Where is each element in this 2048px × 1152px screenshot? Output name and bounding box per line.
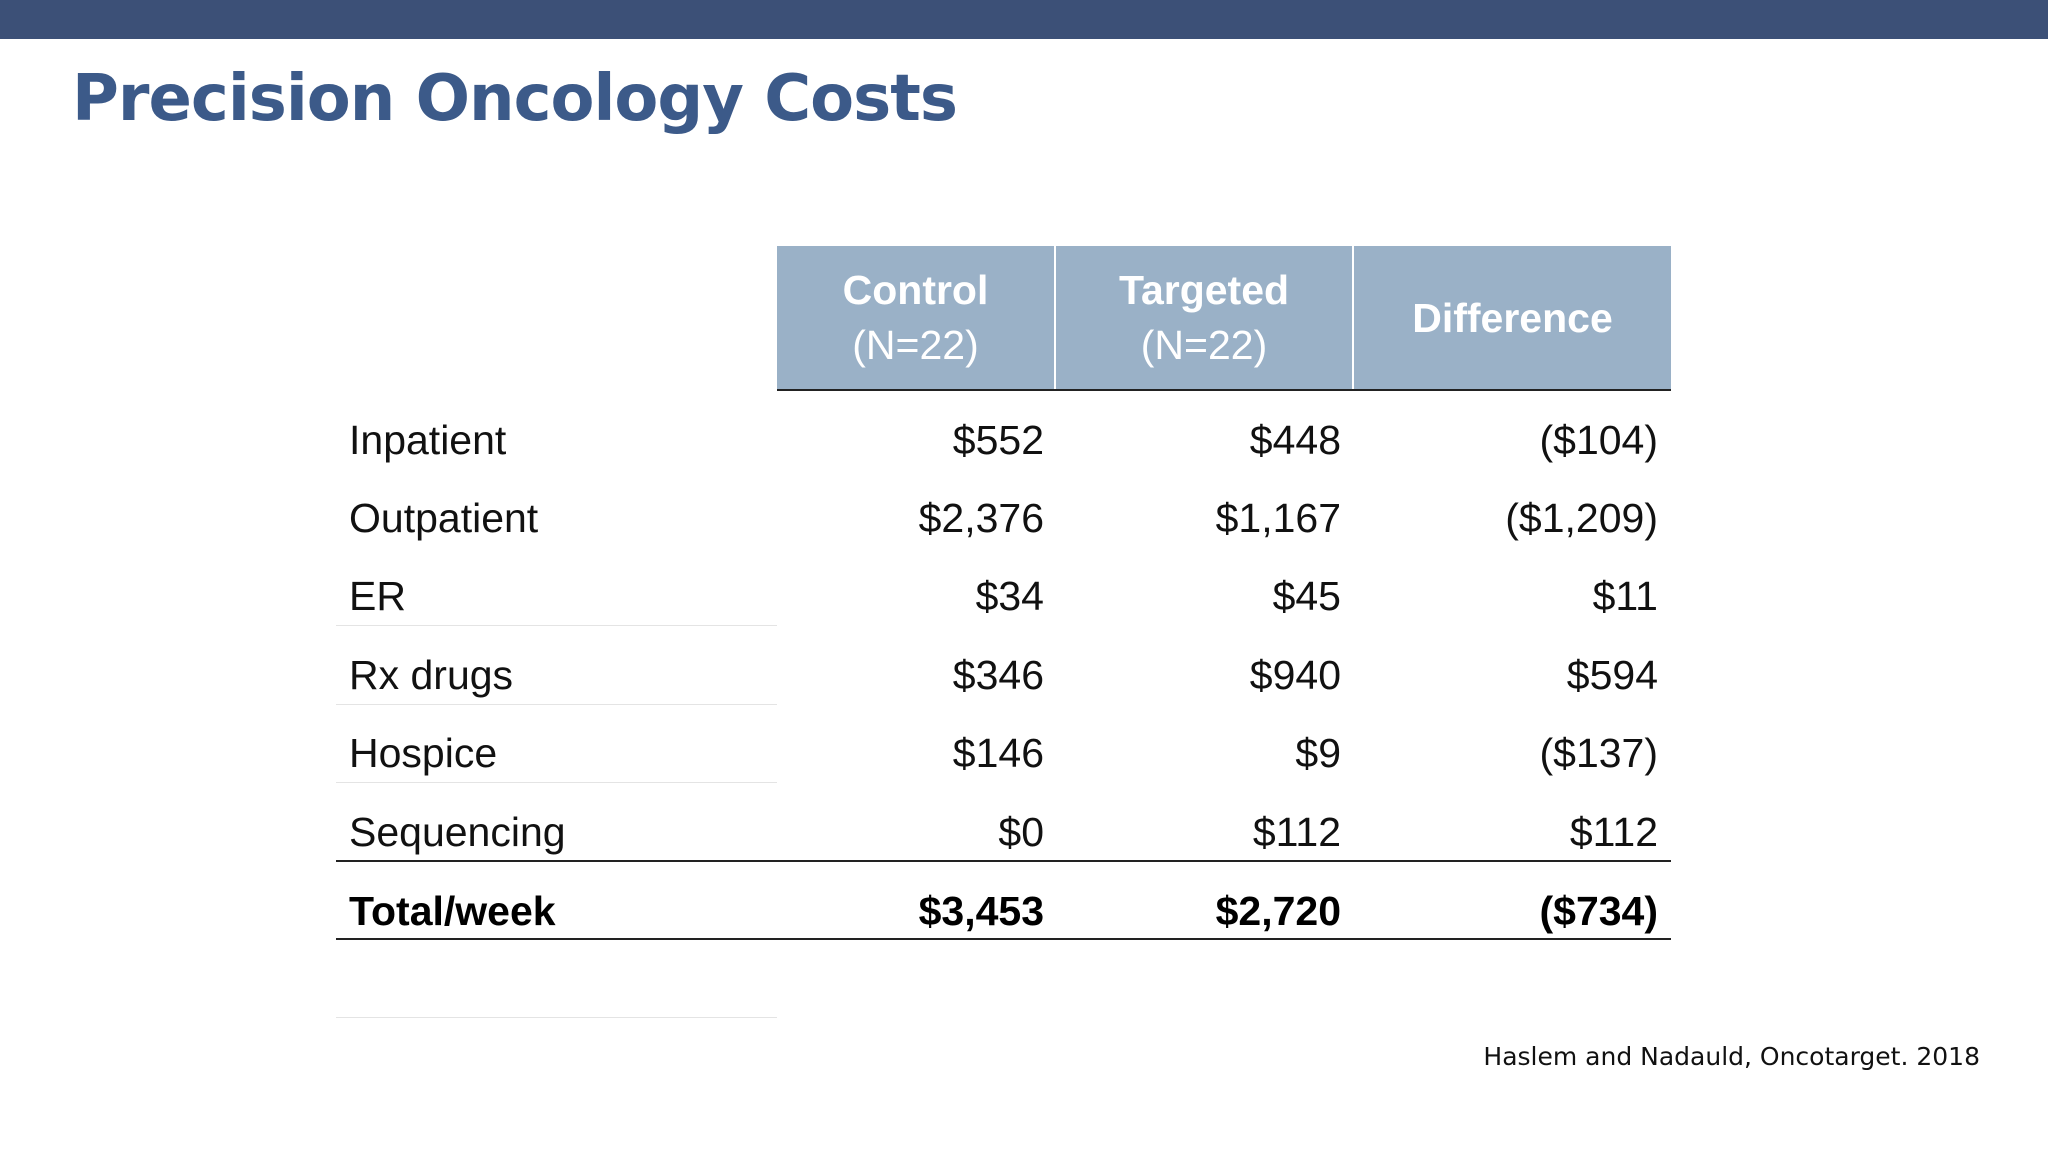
- targeted-value: $112: [1252, 809, 1341, 855]
- total-bottom-rule: [336, 938, 1671, 940]
- header-bottom-rule: [777, 389, 1671, 391]
- table-total-row: Total/week $3,453 $2,720 ($734): [336, 872, 1671, 950]
- row-divider: [336, 704, 777, 705]
- control-value: $146: [952, 730, 1044, 776]
- table-row: Inpatient $552 $448 ($104): [336, 401, 1671, 479]
- difference-value: ($104): [1539, 417, 1658, 463]
- total-top-rule: [336, 860, 1671, 862]
- row-label: Total/week: [349, 888, 556, 934]
- column-header-targeted: Targeted (N=22): [1056, 246, 1352, 390]
- control-value: $346: [952, 652, 1044, 698]
- column-header-name: Difference: [1412, 294, 1613, 341]
- difference-value: $11: [1592, 573, 1658, 619]
- control-value: $3,453: [918, 888, 1044, 934]
- control-value: $0: [998, 809, 1044, 855]
- targeted-value: $940: [1249, 652, 1341, 698]
- row-label: Inpatient: [349, 417, 507, 463]
- targeted-value: $9: [1295, 730, 1341, 776]
- column-header-difference: Difference: [1354, 246, 1671, 390]
- column-header-sub: (N=22): [852, 322, 979, 368]
- targeted-value: $448: [1249, 417, 1341, 463]
- control-value: $2,376: [918, 495, 1044, 541]
- control-value: $552: [952, 417, 1044, 463]
- row-label: ER: [349, 573, 406, 619]
- row-divider: [336, 1017, 777, 1018]
- targeted-value: $2,720: [1215, 888, 1341, 934]
- column-header-name: Control: [842, 267, 989, 313]
- table-row: ER $34 $45 $11: [336, 557, 1671, 635]
- row-label: Sequencing: [349, 809, 566, 855]
- control-value: $34: [975, 573, 1044, 619]
- difference-value: $112: [1569, 809, 1658, 855]
- targeted-value: $1,167: [1215, 495, 1341, 541]
- difference-value: ($137): [1539, 730, 1658, 776]
- table-row: Sequencing $0 $112 $112: [336, 793, 1671, 871]
- slide-title: Precision Oncology Costs: [72, 62, 958, 136]
- difference-value: $594: [1566, 652, 1658, 698]
- table-row: Outpatient $2,376 $1,167 ($1,209): [336, 479, 1671, 557]
- row-divider: [336, 782, 777, 783]
- citation: Haslem and Nadauld, Oncotarget. 2018: [1483, 1042, 1980, 1071]
- row-label: Hospice: [349, 730, 498, 776]
- targeted-value: $45: [1272, 573, 1341, 619]
- row-label: Rx drugs: [349, 652, 514, 698]
- row-divider: [336, 625, 777, 626]
- column-header-control: Control (N=22): [777, 246, 1054, 390]
- row-label: Outpatient: [349, 495, 539, 541]
- top-accent-bar: [0, 0, 2048, 39]
- table-row: Hospice $146 $9 ($137): [336, 714, 1671, 792]
- column-header-sub: (N=22): [1140, 322, 1268, 368]
- difference-value: ($734): [1539, 888, 1658, 934]
- difference-value: ($1,209): [1505, 495, 1658, 541]
- table-row: Rx drugs $346 $940 $594: [336, 636, 1671, 714]
- column-header-name: Targeted: [1118, 267, 1290, 313]
